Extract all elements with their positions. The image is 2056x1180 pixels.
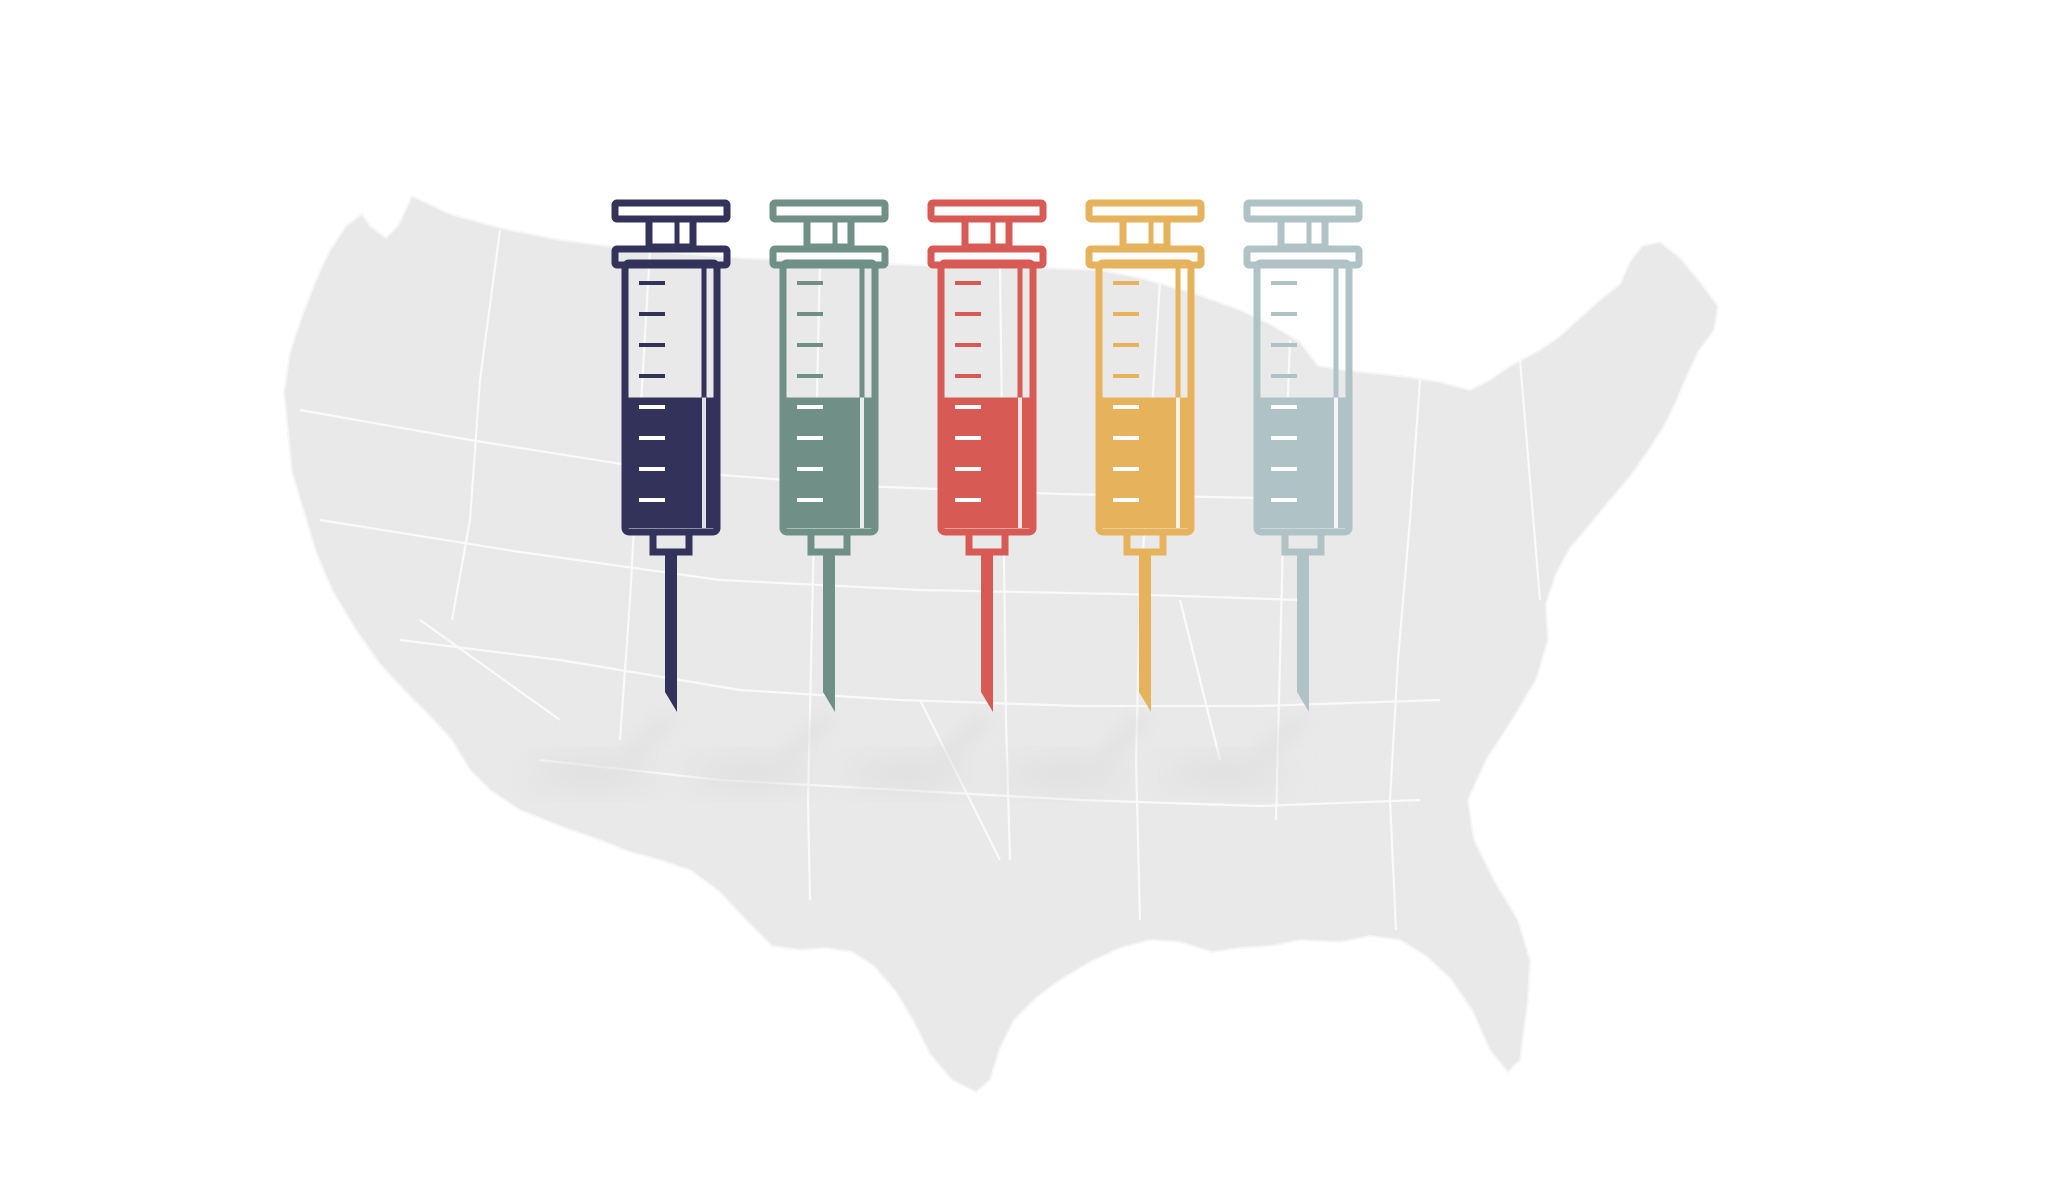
state-border-line: [399, 638, 1441, 708]
barrel-shadow: [687, 760, 811, 788]
syringe-icon: [1085, 199, 1205, 712]
needle: [823, 554, 835, 712]
needle-shadow: [1095, 714, 1149, 764]
liquid-fill: [627, 397, 715, 528]
barrel-shadow: [845, 760, 969, 788]
syringe-icon: [927, 199, 1047, 712]
syringe-icon: [769, 199, 889, 712]
syringe-shadow: [845, 714, 991, 788]
needle-shadow: [621, 714, 675, 764]
liquid-fill: [785, 397, 873, 528]
syringe-icon: [1243, 199, 1363, 712]
barrel-shadow: [529, 760, 653, 788]
needle-shadow: [1253, 714, 1307, 764]
syringe-shadows: [529, 714, 1307, 788]
needle-hub: [649, 528, 693, 556]
syringe-row: [611, 199, 1363, 712]
syringe-shadow: [1003, 714, 1149, 788]
syringe-icon: [611, 199, 731, 712]
needle-hub: [807, 528, 851, 556]
syringe-shadow: [687, 714, 833, 788]
liquid-fill: [943, 397, 1031, 528]
state-border-line: [419, 619, 561, 721]
state-border-line: [1518, 359, 1542, 601]
liquid-fill: [1101, 397, 1189, 528]
state-border-line: [1388, 379, 1422, 931]
needle: [1139, 554, 1151, 712]
barrel-shadow: [1161, 760, 1285, 788]
needle: [981, 554, 993, 712]
needle-shadow: [779, 714, 833, 764]
needle-hub: [965, 528, 1009, 556]
needle: [665, 554, 677, 712]
syringe-shadow: [1161, 714, 1307, 788]
state-border-line: [998, 267, 1012, 861]
needle: [1297, 554, 1309, 712]
state-border-line: [299, 408, 1261, 500]
syringe-shadow: [529, 714, 675, 788]
liquid-fill: [1259, 397, 1347, 528]
state-border-line: [450, 229, 502, 621]
state-border-line: [806, 261, 822, 901]
needle-hub: [1123, 528, 1167, 556]
needle-hub: [1281, 528, 1325, 556]
state-border-line: [1178, 599, 1222, 761]
needle-shadow: [937, 714, 991, 764]
barrel-shadow: [1003, 760, 1127, 788]
